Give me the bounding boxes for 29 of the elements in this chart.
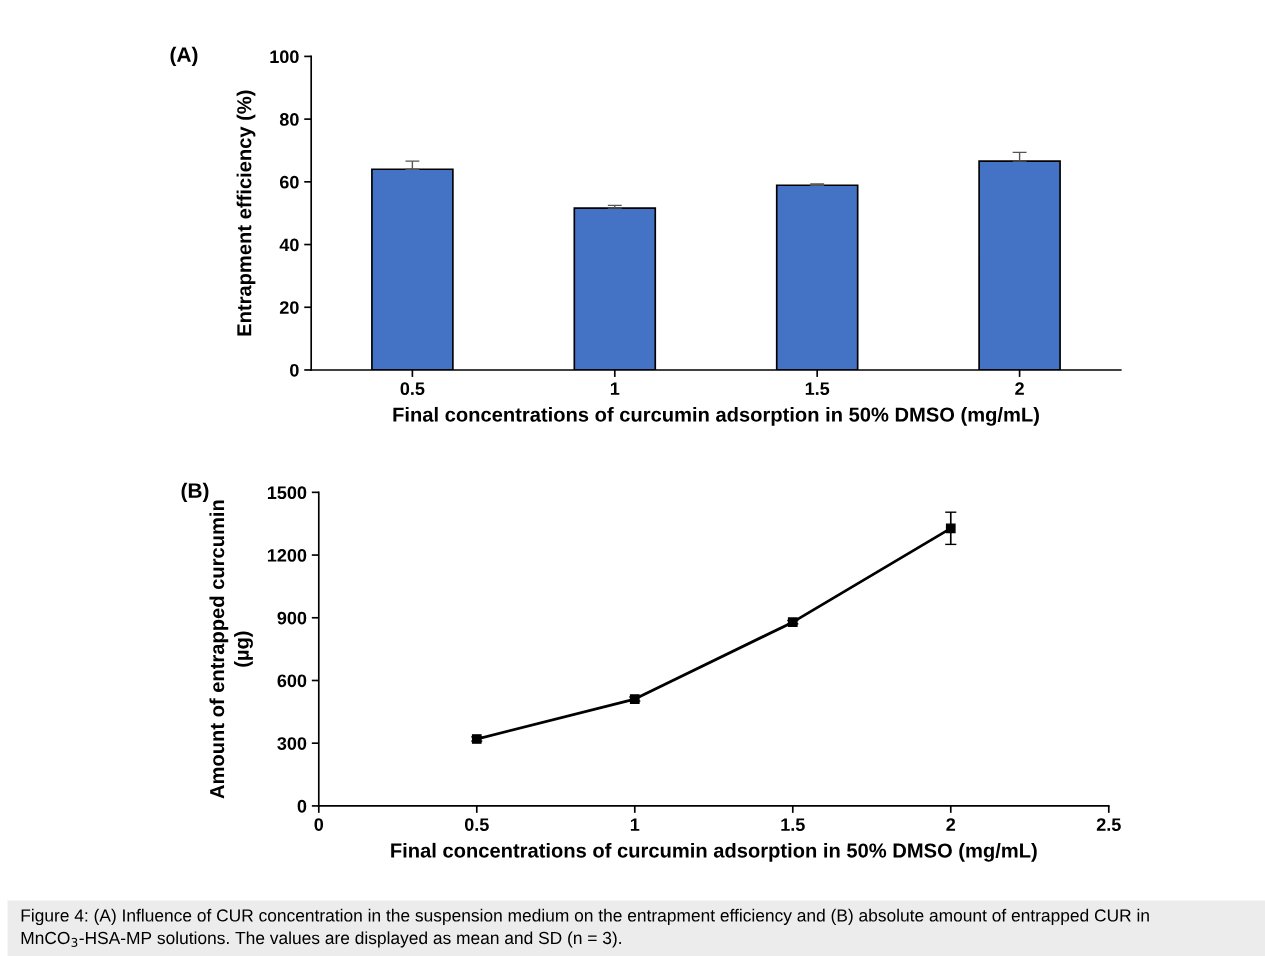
y-tick-label: 900: [277, 611, 307, 625]
x-tick-label: 2: [1015, 382, 1024, 395]
text: (B): [181, 482, 209, 503]
y-tick-label: 300: [277, 737, 307, 750]
y-tick-label: 0: [297, 799, 307, 813]
x-tick-label: 2: [946, 818, 956, 831]
y-tick-label: 0: [290, 363, 299, 377]
y-tick-label: 20: [279, 301, 299, 314]
y-axis-title: Amount of entrapped curcumin (µg): [209, 500, 253, 799]
x-tick-label: 1: [610, 382, 620, 395]
x-tick-label: 0: [314, 818, 324, 831]
text: (A): [170, 46, 198, 67]
x-axis-title: Final concentrations of curcumin adsorption in 50% DMSO (mg/mL): [391, 842, 1037, 862]
y-tick-label: 60: [279, 175, 299, 189]
x-tick-label: 1.5: [805, 382, 830, 396]
y-tick-label: 100: [270, 50, 299, 64]
x-tick-label: 0.5: [464, 818, 489, 831]
x-tick-label: 2.5: [1096, 818, 1121, 831]
x-tick-label: 1: [630, 818, 640, 831]
x-tick-label: 1.5: [781, 818, 805, 831]
y-tick-label: 1500: [267, 486, 307, 500]
x-tick-label: 0.5: [400, 382, 425, 396]
caption: Figure 4: (A) Influence of CUR concentration in the suspension medium on the entrapment efficiency and (B) absolute amount of entrapped CUR in MnCO$_{3}$-HSA-MP solutions. The values are displayed as mean and SD (n = 3).: [21, 908, 1149, 948]
y-axis-title: Entrapment efficiency (%): [236, 90, 256, 336]
x-axis-title: Final concentrations of curcumin adsorption in 50% DMSO (mg/mL): [393, 406, 1039, 426]
y-tick-label: 1200: [267, 548, 307, 562]
y-tick-label: 80: [279, 113, 299, 126]
y-tick-label: 40: [279, 238, 299, 252]
y-tick-label: 600: [277, 674, 307, 688]
